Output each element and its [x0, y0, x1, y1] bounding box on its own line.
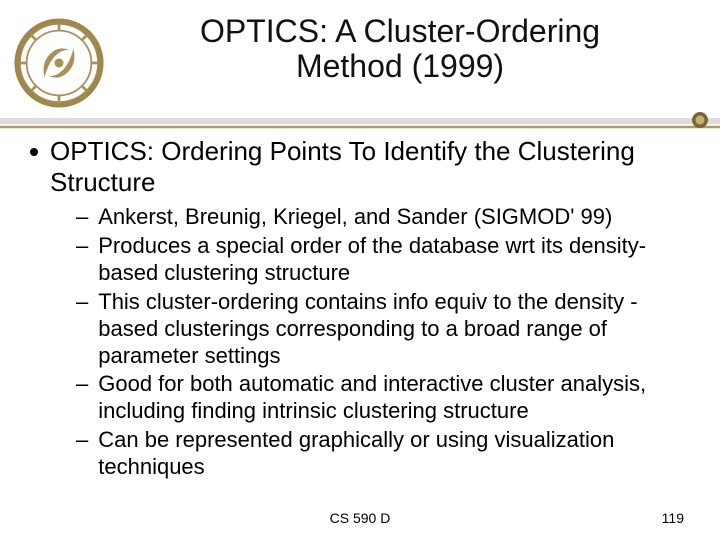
university-seal-logo [14, 18, 104, 108]
footer-page-number: 119 [662, 510, 684, 526]
dash-marker-icon: – [76, 289, 88, 316]
dash-marker-icon: – [76, 427, 88, 454]
sub-bullet-text: Ankerst, Breunig, Kriegel, and Sander (S… [98, 204, 612, 231]
bullet-text: OPTICS: Ordering Points To Identify the … [50, 136, 690, 198]
title-divider [0, 118, 720, 132]
bullet-item: OPTICS: Ordering Points To Identify the … [30, 136, 690, 198]
sub-bullet-item: – Good for both automatic and interactiv… [76, 371, 690, 425]
title-line-2: Method (1999) [110, 49, 690, 84]
sub-bullet-text: Produces a special order of the database… [98, 233, 690, 287]
sub-bullet-text: Good for both automatic and interactive … [98, 371, 690, 425]
sub-bullet-item: – Produces a special order of the databa… [76, 233, 690, 287]
dash-marker-icon: – [76, 204, 88, 231]
small-seal-icon [690, 110, 710, 135]
sub-bullet-list: – Ankerst, Breunig, Kriegel, and Sander … [76, 204, 690, 480]
footer-course-code: CS 590 D [0, 510, 720, 526]
title-line-1: OPTICS: A Cluster-Ordering [110, 14, 690, 49]
sub-bullet-text: This cluster-ordering contains info equi… [98, 289, 690, 369]
sub-bullet-text: Can be represented graphically or using … [98, 427, 690, 481]
sub-bullet-item: – Ankerst, Breunig, Kriegel, and Sander … [76, 204, 690, 231]
sub-bullet-item: – Can be represented graphically or usin… [76, 427, 690, 481]
bullet-marker-icon [30, 148, 38, 156]
sub-bullet-item: – This cluster-ordering contains info eq… [76, 289, 690, 369]
slide-body: OPTICS: Ordering Points To Identify the … [30, 136, 690, 483]
slide-title: OPTICS: A Cluster-Ordering Method (1999) [110, 14, 690, 84]
dash-marker-icon: – [76, 233, 88, 260]
dash-marker-icon: – [76, 371, 88, 398]
